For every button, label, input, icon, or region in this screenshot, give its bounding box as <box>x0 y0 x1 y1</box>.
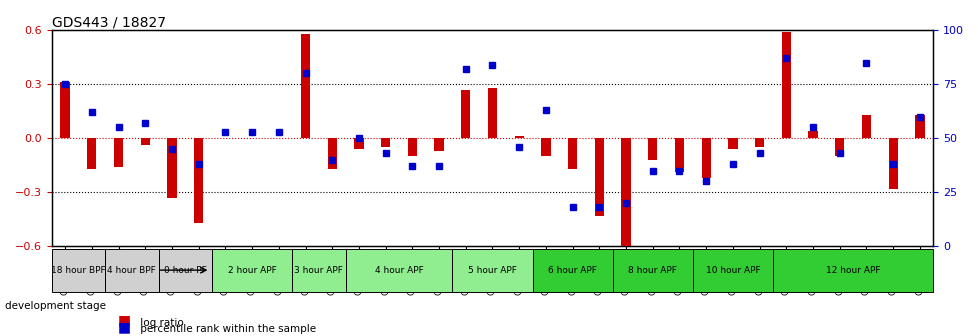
Text: 3 hour APF: 3 hour APF <box>294 266 343 275</box>
Text: 18 hour BPF: 18 hour BPF <box>51 266 106 275</box>
Bar <box>861 115 870 138</box>
FancyBboxPatch shape <box>452 249 532 292</box>
FancyBboxPatch shape <box>612 249 692 292</box>
FancyBboxPatch shape <box>158 249 212 292</box>
Bar <box>380 138 390 147</box>
Bar <box>461 90 470 138</box>
Bar <box>647 138 657 160</box>
Bar <box>407 138 417 156</box>
FancyBboxPatch shape <box>291 249 345 292</box>
Text: 4 hour BPF: 4 hour BPF <box>108 266 156 275</box>
FancyBboxPatch shape <box>212 249 291 292</box>
Text: 4 hour APF: 4 hour APF <box>375 266 422 275</box>
Bar <box>167 138 176 198</box>
Bar <box>754 138 764 147</box>
Bar <box>514 136 523 138</box>
Bar <box>701 138 710 178</box>
Text: GDS443 / 18827: GDS443 / 18827 <box>52 15 165 29</box>
Bar <box>487 88 497 138</box>
Bar <box>728 138 736 149</box>
FancyBboxPatch shape <box>105 249 158 292</box>
Bar <box>328 138 336 169</box>
Text: 6 hour APF: 6 hour APF <box>548 266 597 275</box>
FancyBboxPatch shape <box>52 249 105 292</box>
Text: log ratio: log ratio <box>137 318 184 328</box>
Text: 12 hour APF: 12 hour APF <box>825 266 879 275</box>
Text: 8 hour APF: 8 hour APF <box>628 266 677 275</box>
Bar <box>808 131 817 138</box>
Bar <box>541 138 550 156</box>
Text: percentile rank within the sample: percentile rank within the sample <box>137 324 316 334</box>
Bar <box>194 138 203 223</box>
Bar <box>354 138 363 149</box>
Bar <box>780 32 790 138</box>
FancyBboxPatch shape <box>532 249 612 292</box>
FancyBboxPatch shape <box>773 249 932 292</box>
Text: 5 hour APF: 5 hour APF <box>467 266 516 275</box>
Bar <box>594 138 603 215</box>
Text: 2 hour APF: 2 hour APF <box>228 266 276 275</box>
Bar <box>567 138 577 169</box>
Bar <box>141 138 150 145</box>
Text: 10 hour APF: 10 hour APF <box>705 266 760 275</box>
Bar <box>621 138 630 250</box>
Text: development stage: development stage <box>5 301 106 311</box>
FancyBboxPatch shape <box>692 249 773 292</box>
Bar <box>434 138 443 151</box>
Text: ■: ■ <box>117 320 130 334</box>
Bar <box>87 138 97 169</box>
Bar <box>888 138 897 188</box>
Bar <box>674 138 684 172</box>
Bar <box>113 138 123 167</box>
Bar <box>914 115 923 138</box>
Bar <box>61 82 69 138</box>
Bar <box>834 138 844 156</box>
Text: ■: ■ <box>117 313 130 328</box>
FancyBboxPatch shape <box>345 249 452 292</box>
Bar <box>300 34 310 138</box>
Text: 0 hour PF: 0 hour PF <box>163 266 206 275</box>
